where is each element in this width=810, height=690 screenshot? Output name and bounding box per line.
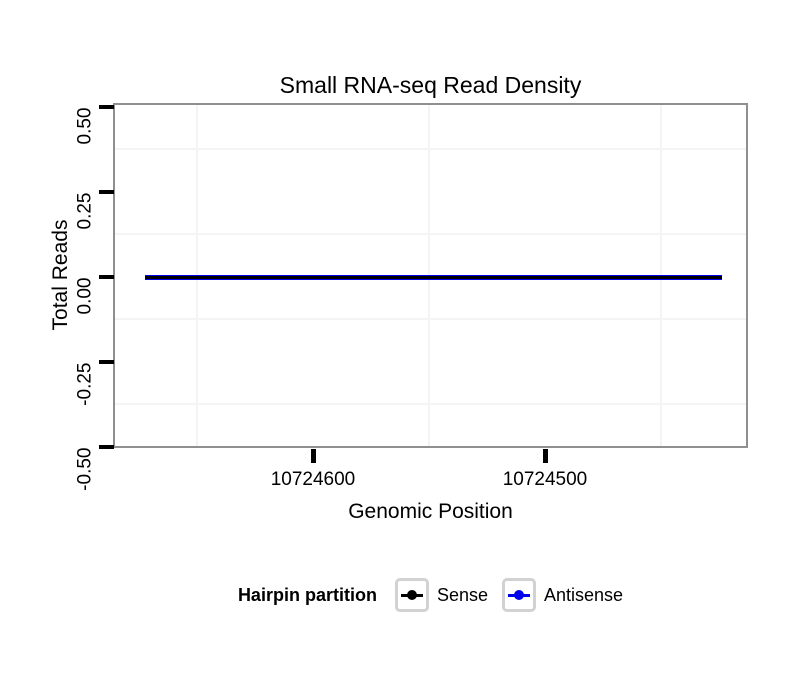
y-tick-label: 0.00 [74, 277, 96, 315]
minor-gridline-h [115, 148, 746, 150]
sense-point-icon [406, 590, 417, 600]
y-axis-tick [99, 190, 114, 194]
plot-title: Small RNA-seq Read Density [279, 72, 582, 98]
y-axis-tick [99, 445, 114, 449]
x-axis-tick [311, 449, 316, 463]
legend-label-antisense: Antisense [543, 584, 624, 605]
y-axis-tick [99, 275, 114, 279]
y-tick-label: -0.50 [74, 447, 96, 491]
minor-gridline-h [115, 233, 746, 235]
legend-title: Hairpin partition [237, 584, 377, 605]
plot-panel [113, 103, 748, 448]
y-axis-tick [99, 105, 114, 109]
antisense-point-icon [513, 590, 524, 600]
legend: Hairpin partition Sense Antisense [113, 576, 748, 614]
sense-series-line [145, 276, 722, 279]
legend-key-sense [394, 578, 429, 612]
x-tick-label: 10724600 [270, 469, 356, 490]
minor-gridline-h [115, 403, 746, 405]
minor-gridline-h [115, 318, 746, 320]
x-axis-tick [543, 449, 548, 463]
y-tick-label: -0.25 [74, 362, 96, 406]
y-axis-title: Total Reads [49, 219, 72, 331]
y-axis-tick [99, 360, 114, 364]
x-axis-title: Genomic Position [348, 500, 513, 523]
y-tick-label: 0.50 [74, 107, 96, 145]
y-tick-label: 0.25 [74, 192, 96, 230]
x-tick-label: 10724500 [502, 469, 588, 490]
legend-key-antisense [501, 578, 536, 612]
legend-label-sense: Sense [436, 584, 488, 605]
